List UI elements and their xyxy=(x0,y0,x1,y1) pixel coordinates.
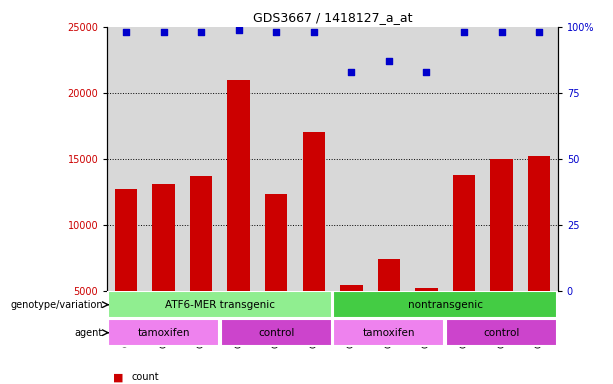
Text: tamoxifen: tamoxifen xyxy=(137,328,190,338)
Point xyxy=(196,29,206,35)
Text: control: control xyxy=(258,328,294,338)
Point xyxy=(234,26,243,33)
Point xyxy=(534,29,544,35)
Bar xyxy=(446,319,557,346)
Text: nontransgenic: nontransgenic xyxy=(408,300,482,310)
Bar xyxy=(490,159,512,291)
Point xyxy=(497,29,506,35)
Bar xyxy=(452,175,475,291)
Bar xyxy=(190,176,213,291)
Text: control: control xyxy=(483,328,520,338)
Bar xyxy=(153,184,175,291)
Bar xyxy=(303,132,325,291)
Text: genotype/variation: genotype/variation xyxy=(10,300,103,310)
Point xyxy=(309,29,319,35)
Text: tamoxifen: tamoxifen xyxy=(363,328,415,338)
Bar xyxy=(340,285,363,291)
Point xyxy=(346,69,356,75)
Bar xyxy=(115,189,137,291)
Bar xyxy=(265,194,287,291)
Bar xyxy=(415,288,438,291)
Point xyxy=(121,29,131,35)
Bar xyxy=(528,156,550,291)
Title: GDS3667 / 1418127_a_at: GDS3667 / 1418127_a_at xyxy=(253,11,413,24)
Bar xyxy=(333,291,557,318)
Point xyxy=(422,69,432,75)
Text: count: count xyxy=(132,372,159,382)
Text: agent: agent xyxy=(75,328,103,338)
Bar xyxy=(221,319,332,346)
Point xyxy=(159,29,169,35)
Point xyxy=(384,58,394,64)
Bar xyxy=(108,319,219,346)
Point xyxy=(272,29,281,35)
Text: ATF6-MER transgenic: ATF6-MER transgenic xyxy=(165,300,275,310)
Text: ■: ■ xyxy=(113,372,124,382)
Bar xyxy=(108,291,332,318)
Bar xyxy=(227,79,250,291)
Bar xyxy=(333,319,444,346)
Point xyxy=(459,29,469,35)
Bar xyxy=(378,259,400,291)
